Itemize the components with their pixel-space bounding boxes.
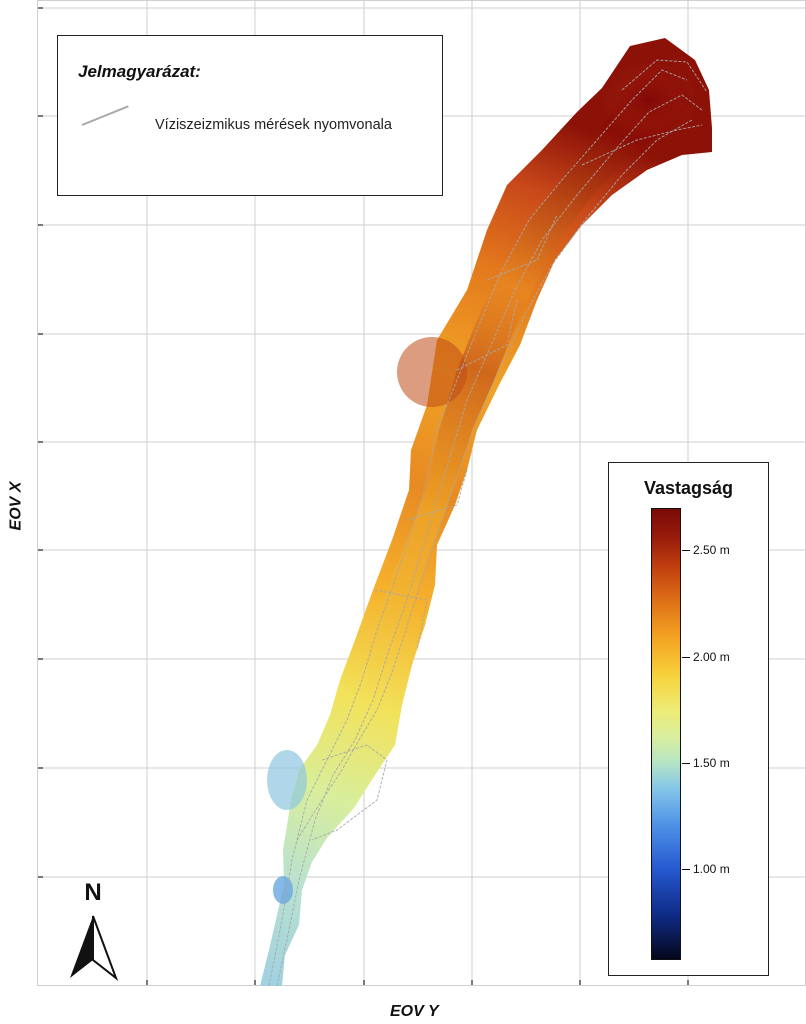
- colorbar-tick-label: 2.00 m: [693, 650, 730, 664]
- colorbar-ramp: [651, 508, 681, 960]
- colorbar-tick: [682, 869, 690, 870]
- map-legend: Jelmagyarázat: Víziszeizmikus mérések ny…: [57, 35, 443, 196]
- map-frame: Jelmagyarázat: Víziszeizmikus mérések ny…: [37, 0, 806, 986]
- colorbar-tick-label: 1.50 m: [693, 756, 730, 770]
- legend-title: Jelmagyarázat:: [78, 62, 201, 81]
- colorbar-tick-label: 1.00 m: [693, 862, 730, 876]
- colorbar-tick: [682, 657, 690, 658]
- survey-track-line-icon: [81, 105, 129, 126]
- axis-eov-y-label: EOV Y: [390, 1003, 439, 1020]
- thickness-colorbar: Vastagság 2.50 m 2.00 m 1.50 m 1.00 m: [608, 462, 769, 976]
- colorbar-tick-label: 2.50 m: [693, 543, 730, 557]
- colorbar-tick: [682, 763, 690, 764]
- colorbar-title: Vastagság: [643, 478, 734, 498]
- legend-item-label: Víziszeizmikus mérések nyomvonala: [155, 117, 392, 133]
- colorbar-tick: [682, 550, 690, 551]
- north-arrow-icon: N: [70, 879, 119, 981]
- axis-eov-x-label: EOV X: [7, 481, 25, 531]
- seismic-survey-tracks: [268, 59, 708, 986]
- north-label: N: [84, 879, 101, 906]
